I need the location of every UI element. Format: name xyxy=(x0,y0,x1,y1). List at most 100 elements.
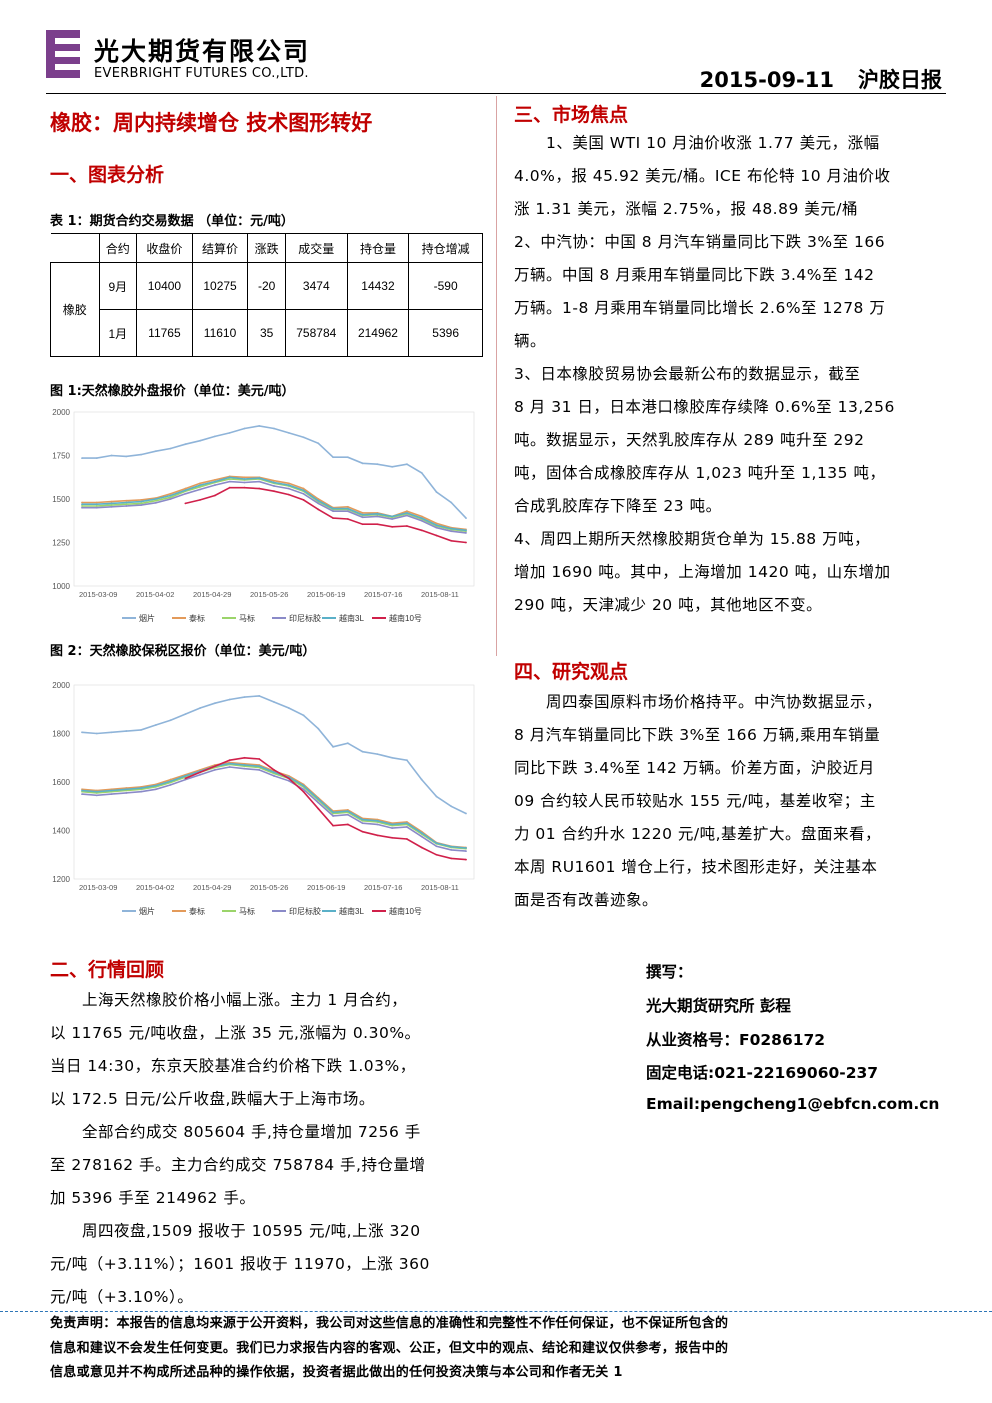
data-point xyxy=(169,498,172,500)
table-header: 成交量 xyxy=(284,233,348,263)
series-line xyxy=(185,756,467,861)
data-point xyxy=(199,484,202,486)
section3-line: 合成乳胶库存下降至 23 吨。 xyxy=(514,497,722,515)
legend-label: 越南10号 xyxy=(389,613,422,623)
legend-label: 马标 xyxy=(239,906,255,916)
data-point xyxy=(465,529,467,532)
data-point xyxy=(406,514,408,517)
section3-line: 4.0%，报 45.92 美元/桶。ICE 布伦特 10 月油价收 xyxy=(514,167,891,185)
author-phone: 固定电话:021-22169060-237 xyxy=(646,1064,879,1082)
data-point xyxy=(435,534,438,537)
data-point xyxy=(214,494,216,497)
y-tick-label: 1500 xyxy=(52,495,70,504)
section3-body: 1、美国 WTI 10 月油价收涨 1.77 美元，涨幅 4.0%，报 45.92… xyxy=(514,127,954,622)
section2-line: 至 278162 手。主力合约成交 758784 手,持仓量增 xyxy=(50,1156,426,1174)
series-line xyxy=(82,480,467,534)
data-point xyxy=(154,724,157,726)
data-point xyxy=(199,498,202,501)
data-point xyxy=(420,835,423,838)
data-point xyxy=(376,819,379,822)
data-point xyxy=(169,447,172,450)
data-point xyxy=(214,702,216,705)
data-point xyxy=(273,490,275,493)
data-point xyxy=(287,777,290,780)
data-point xyxy=(406,838,408,840)
data-point xyxy=(184,775,187,777)
data-point xyxy=(287,431,290,434)
column-divider xyxy=(496,96,497,656)
data-point xyxy=(435,795,438,798)
data-point xyxy=(273,775,275,777)
header-rule xyxy=(46,93,946,94)
data-point xyxy=(214,484,216,486)
figure1-caption: 图 1:天然橡胶外盘报价（单位：美元/吨） xyxy=(50,384,295,399)
data-point xyxy=(214,480,216,483)
table-cell: 35 xyxy=(247,309,286,357)
data-point xyxy=(258,425,261,427)
data-point xyxy=(258,480,261,483)
author-email: Email:pengcheng1@ebfcn.com.cn xyxy=(646,1095,940,1113)
legend-label: 马标 xyxy=(239,613,255,623)
disclaimer-line: 免责声明：本报告的信息均来源于公开资料，我公司对这些信息的准确性和完整性不作任何… xyxy=(50,1316,729,1331)
data-point xyxy=(228,766,231,768)
data-point xyxy=(243,764,246,766)
data-point xyxy=(81,506,83,509)
data-point xyxy=(184,713,187,715)
data-point xyxy=(376,834,379,837)
report-header: 2015-09-11 沪胶日报 xyxy=(700,64,942,94)
table-cell: 3474 xyxy=(284,262,348,310)
data-point xyxy=(435,526,438,529)
data-point xyxy=(465,517,467,520)
legend-label: 泰标 xyxy=(189,906,205,916)
data-point xyxy=(184,443,187,446)
data-point xyxy=(81,505,83,507)
data-point xyxy=(287,482,290,485)
data-point xyxy=(450,539,453,542)
plot-area xyxy=(73,684,475,880)
data-point xyxy=(228,759,231,762)
section3-line: 涨 1.31 美元，涨幅 2.75%，报 48.89 美元/桶 xyxy=(514,200,858,218)
data-point xyxy=(317,727,320,730)
data-point xyxy=(346,510,349,513)
y-tick-label: 1200 xyxy=(52,875,70,884)
disclaimer-line: 信息或意见并不构成所述品种的操作依据，投资者据此做出的任何投资决策与本公司和作者… xyxy=(50,1365,623,1380)
table-cell: 14432 xyxy=(346,262,410,310)
data-point xyxy=(169,780,172,783)
data-point xyxy=(214,765,216,768)
section3-line: 1、美国 WTI 10 月油价收涨 1.77 美元，涨幅 xyxy=(514,134,880,152)
table-header: 收盘价 xyxy=(136,233,193,263)
data-point xyxy=(317,807,320,810)
section3-line: 4、周四上期所天然橡胶期货仓单为 15.88 万吨， xyxy=(514,530,871,548)
section2-line: 以 172.5 日元/公斤收盘,跌幅大于上海市场。 xyxy=(50,1090,375,1108)
disclaimer-line: 信息和建议不会发生任何变更。我们已力求报告内容的客观、公正，但文中的观点、结论和… xyxy=(50,1340,729,1356)
data-point xyxy=(287,487,290,490)
data-point xyxy=(81,503,83,506)
data-point xyxy=(317,798,320,800)
x-tick-label: 2015-08-11 xyxy=(421,590,459,599)
data-point xyxy=(81,731,83,734)
data-point xyxy=(154,788,157,791)
data-point xyxy=(228,762,231,765)
y-tick-label: 2000 xyxy=(52,408,70,417)
figure2-caption: 图 2：天然橡胶保税区报价（单位：美元/吨） xyxy=(50,644,316,659)
data-point xyxy=(317,502,320,505)
y-tick-label: 1750 xyxy=(52,452,70,461)
data-point xyxy=(110,793,113,796)
section3-line: 8 月 31 日，日本港口橡胶库存续降 0.6%至 13,256 xyxy=(514,398,895,416)
section3-line: 辆。 xyxy=(514,332,547,350)
data-point xyxy=(450,805,453,808)
data-point xyxy=(346,507,349,510)
data-point xyxy=(450,857,453,860)
section4-line: 8 月汽车销量同比下跌 3%至 166 万辆,乘用车销量 xyxy=(514,726,881,744)
data-point xyxy=(435,522,438,525)
data-point xyxy=(332,815,334,817)
author-license: 从业资格号：F0286172 xyxy=(646,1031,826,1049)
data-point xyxy=(199,488,202,491)
data-point xyxy=(435,853,438,856)
data-point xyxy=(420,515,423,518)
table-header: 结算价 xyxy=(191,233,249,263)
section2-line: 全部合约成交 805604 手,持仓量增加 7256 手 xyxy=(50,1123,421,1141)
y-tick-label: 2000 xyxy=(52,681,70,690)
table-header: 涨跌 xyxy=(247,233,286,263)
table-cell: 11610 xyxy=(191,309,249,357)
